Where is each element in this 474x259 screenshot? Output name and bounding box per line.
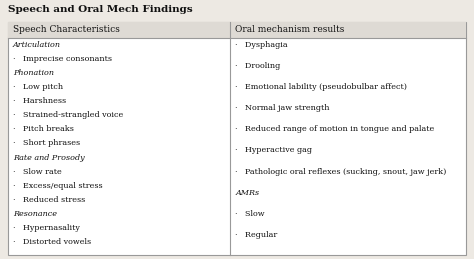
- Text: ·   Hyperactive gag: · Hyperactive gag: [235, 147, 312, 155]
- Text: ·   Emotional lability (pseudobulbar affect): · Emotional lability (pseudobulbar affec…: [235, 83, 407, 91]
- Text: ·   Pitch breaks: · Pitch breaks: [13, 125, 74, 133]
- Text: Speech and Oral Mech Findings: Speech and Oral Mech Findings: [8, 5, 192, 14]
- Text: ·   Dysphagia: · Dysphagia: [235, 41, 288, 49]
- Text: Speech Characteristics: Speech Characteristics: [13, 25, 120, 34]
- Text: Articulation: Articulation: [13, 41, 61, 49]
- Text: ·   Slow: · Slow: [235, 210, 265, 218]
- Text: AMRs: AMRs: [235, 189, 259, 197]
- Text: Rate and Prosody: Rate and Prosody: [13, 154, 85, 162]
- Text: ·   Regular: · Regular: [235, 231, 277, 239]
- Text: ·   Harshness: · Harshness: [13, 97, 66, 105]
- Text: Phonation: Phonation: [13, 69, 54, 77]
- Text: ·   Reduced stress: · Reduced stress: [13, 196, 85, 204]
- Text: Oral mechanism results: Oral mechanism results: [235, 25, 345, 34]
- Text: ·   Normal jaw strength: · Normal jaw strength: [235, 104, 329, 112]
- Bar: [8, 22, 466, 255]
- Text: Resonance: Resonance: [13, 210, 57, 218]
- Text: ·   Slow rate: · Slow rate: [13, 168, 62, 176]
- Text: ·   Distorted vowels: · Distorted vowels: [13, 238, 91, 246]
- Text: ·   Pathologic oral reflexes (sucking, snout, jaw jerk): · Pathologic oral reflexes (sucking, sno…: [235, 168, 447, 176]
- Text: ·   Excess/equal stress: · Excess/equal stress: [13, 182, 103, 190]
- Text: ·   Reduced range of motion in tongue and palate: · Reduced range of motion in tongue and …: [235, 125, 434, 133]
- Text: ·   Low pitch: · Low pitch: [13, 83, 63, 91]
- Text: ·   Short phrases: · Short phrases: [13, 139, 80, 147]
- Bar: [8, 22, 466, 38]
- Text: ·   Strained-strangled voice: · Strained-strangled voice: [13, 111, 123, 119]
- Text: ·   Drooling: · Drooling: [235, 62, 281, 70]
- Text: ·   Hypernasality: · Hypernasality: [13, 224, 80, 232]
- Text: ·   Imprecise consonants: · Imprecise consonants: [13, 55, 112, 63]
